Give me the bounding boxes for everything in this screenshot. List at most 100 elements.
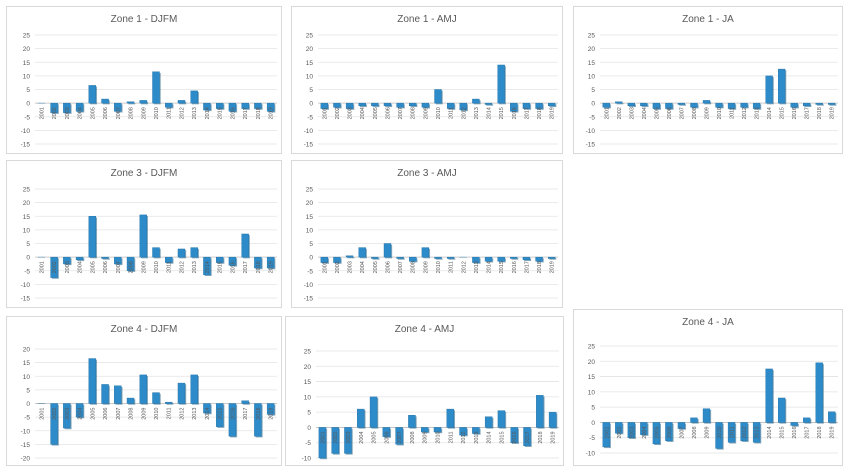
bar [63, 102, 72, 114]
bar [37, 102, 47, 105]
x-tick-label: 2004 [642, 107, 648, 119]
x-tick-label: 2018 [537, 107, 543, 119]
y-tick-label: 10 [23, 73, 31, 80]
y-tick-label: -5 [305, 440, 311, 447]
bar-face [777, 68, 786, 104]
bar-face [421, 247, 430, 258]
x-tick-label: 2014 [205, 408, 211, 420]
y-tick-label: -5 [24, 415, 30, 422]
bar [777, 68, 787, 105]
bar-face [228, 403, 237, 437]
bar-face [727, 422, 736, 443]
x-tick-label: 2018 [817, 426, 823, 438]
bar [101, 384, 110, 405]
y-tick-label: 20 [23, 347, 31, 354]
bar [345, 255, 355, 259]
bar [433, 427, 443, 434]
bar [484, 256, 494, 263]
bar-plot: -20 -15 -10 -5 0 5 10 15 20 2001 2002 2003 2004 2005 2… [21, 347, 277, 463]
bar [421, 102, 431, 109]
bar [484, 416, 494, 429]
bar-face [777, 397, 786, 423]
x-tick-label: 2017 [805, 426, 811, 438]
bar [459, 256, 468, 259]
bar [615, 422, 624, 435]
x-tick-label: 2005 [90, 261, 96, 273]
x-tick-label: 2012 [461, 261, 467, 273]
bar [190, 374, 199, 405]
bar [101, 98, 110, 105]
bar [602, 102, 611, 109]
bar [803, 417, 812, 424]
bar [254, 256, 263, 270]
bar [790, 102, 799, 109]
x-tick-label: 2015 [780, 426, 786, 438]
bar [497, 256, 506, 263]
bar [740, 102, 749, 109]
bar [126, 397, 136, 405]
bar-plot: -15 -10 -5 0 5 10 15 20 25 2001 2002 2003 2004 2005 20… [21, 33, 277, 149]
bar-face [358, 102, 366, 107]
x-tick-label: 2012 [179, 261, 185, 273]
x-tick-label: 2012 [461, 431, 467, 443]
bar-face [548, 411, 557, 428]
bar-face [101, 256, 109, 259]
x-tick-label: 2004 [78, 408, 84, 420]
bar [434, 89, 443, 105]
bar [177, 100, 187, 105]
bar-face [446, 256, 455, 259]
x-tick-label: 2013 [192, 107, 198, 119]
bar-face [190, 247, 198, 258]
x-tick-label: 2008 [692, 107, 698, 119]
bar [165, 401, 174, 405]
y-tick-label: 5 [309, 87, 313, 94]
bar [357, 408, 366, 429]
bar [497, 410, 507, 429]
bar-face [371, 256, 379, 259]
bar [344, 427, 353, 455]
bar [677, 422, 687, 430]
bar-face [536, 395, 544, 428]
bar-face [203, 403, 211, 414]
x-tick-label: 2005 [373, 261, 379, 273]
x-tick-label: 2003 [348, 261, 354, 273]
x-tick-label: 2003 [629, 426, 635, 438]
y-tick-label: 15 [23, 360, 31, 367]
x-tick-label: 2018 [817, 107, 823, 119]
y-tick-label: -10 [304, 282, 314, 289]
y-tick-label: -10 [586, 451, 596, 458]
bar-shadow [166, 403, 174, 405]
bar [114, 102, 123, 113]
y-tick-label: 0 [309, 101, 313, 108]
x-tick-label: 2002 [335, 107, 341, 119]
x-tick-label: 2007 [116, 107, 122, 119]
y-tick-label: 15 [23, 214, 31, 221]
bar-face [790, 102, 798, 108]
bar-face [765, 75, 773, 104]
x-tick-label: 2009 [141, 261, 147, 273]
x-tick-label: 2013 [474, 261, 480, 273]
bar [75, 256, 85, 262]
y-tick-label: -10 [21, 282, 31, 289]
bar-shadow [128, 102, 136, 105]
bar-face [446, 102, 455, 109]
bar-face [383, 243, 392, 258]
x-tick-label: 2019 [550, 107, 556, 119]
x-tick-label: 2010 [436, 261, 442, 273]
x-tick-label: 2009 [704, 107, 710, 119]
bar-face [715, 102, 723, 108]
x-tick-label: 2014 [205, 107, 211, 119]
bar [266, 403, 276, 416]
bar-face [715, 422, 723, 449]
x-tick-label: 2003 [65, 408, 71, 420]
bar [126, 256, 136, 272]
bar-face [165, 256, 173, 263]
x-tick-label: 2007 [116, 261, 122, 273]
bar [627, 422, 636, 439]
bar [37, 256, 47, 259]
chart-zone4-amj: Zone 4 - AMJ -10 -5 0 5 10 15 20 25 2001 2002 2003… [285, 316, 564, 466]
bar-face [409, 102, 417, 107]
x-tick-label: 2019 [551, 431, 557, 443]
y-tick-label: -10 [304, 128, 314, 135]
x-tick-label: 2001 [39, 408, 45, 420]
